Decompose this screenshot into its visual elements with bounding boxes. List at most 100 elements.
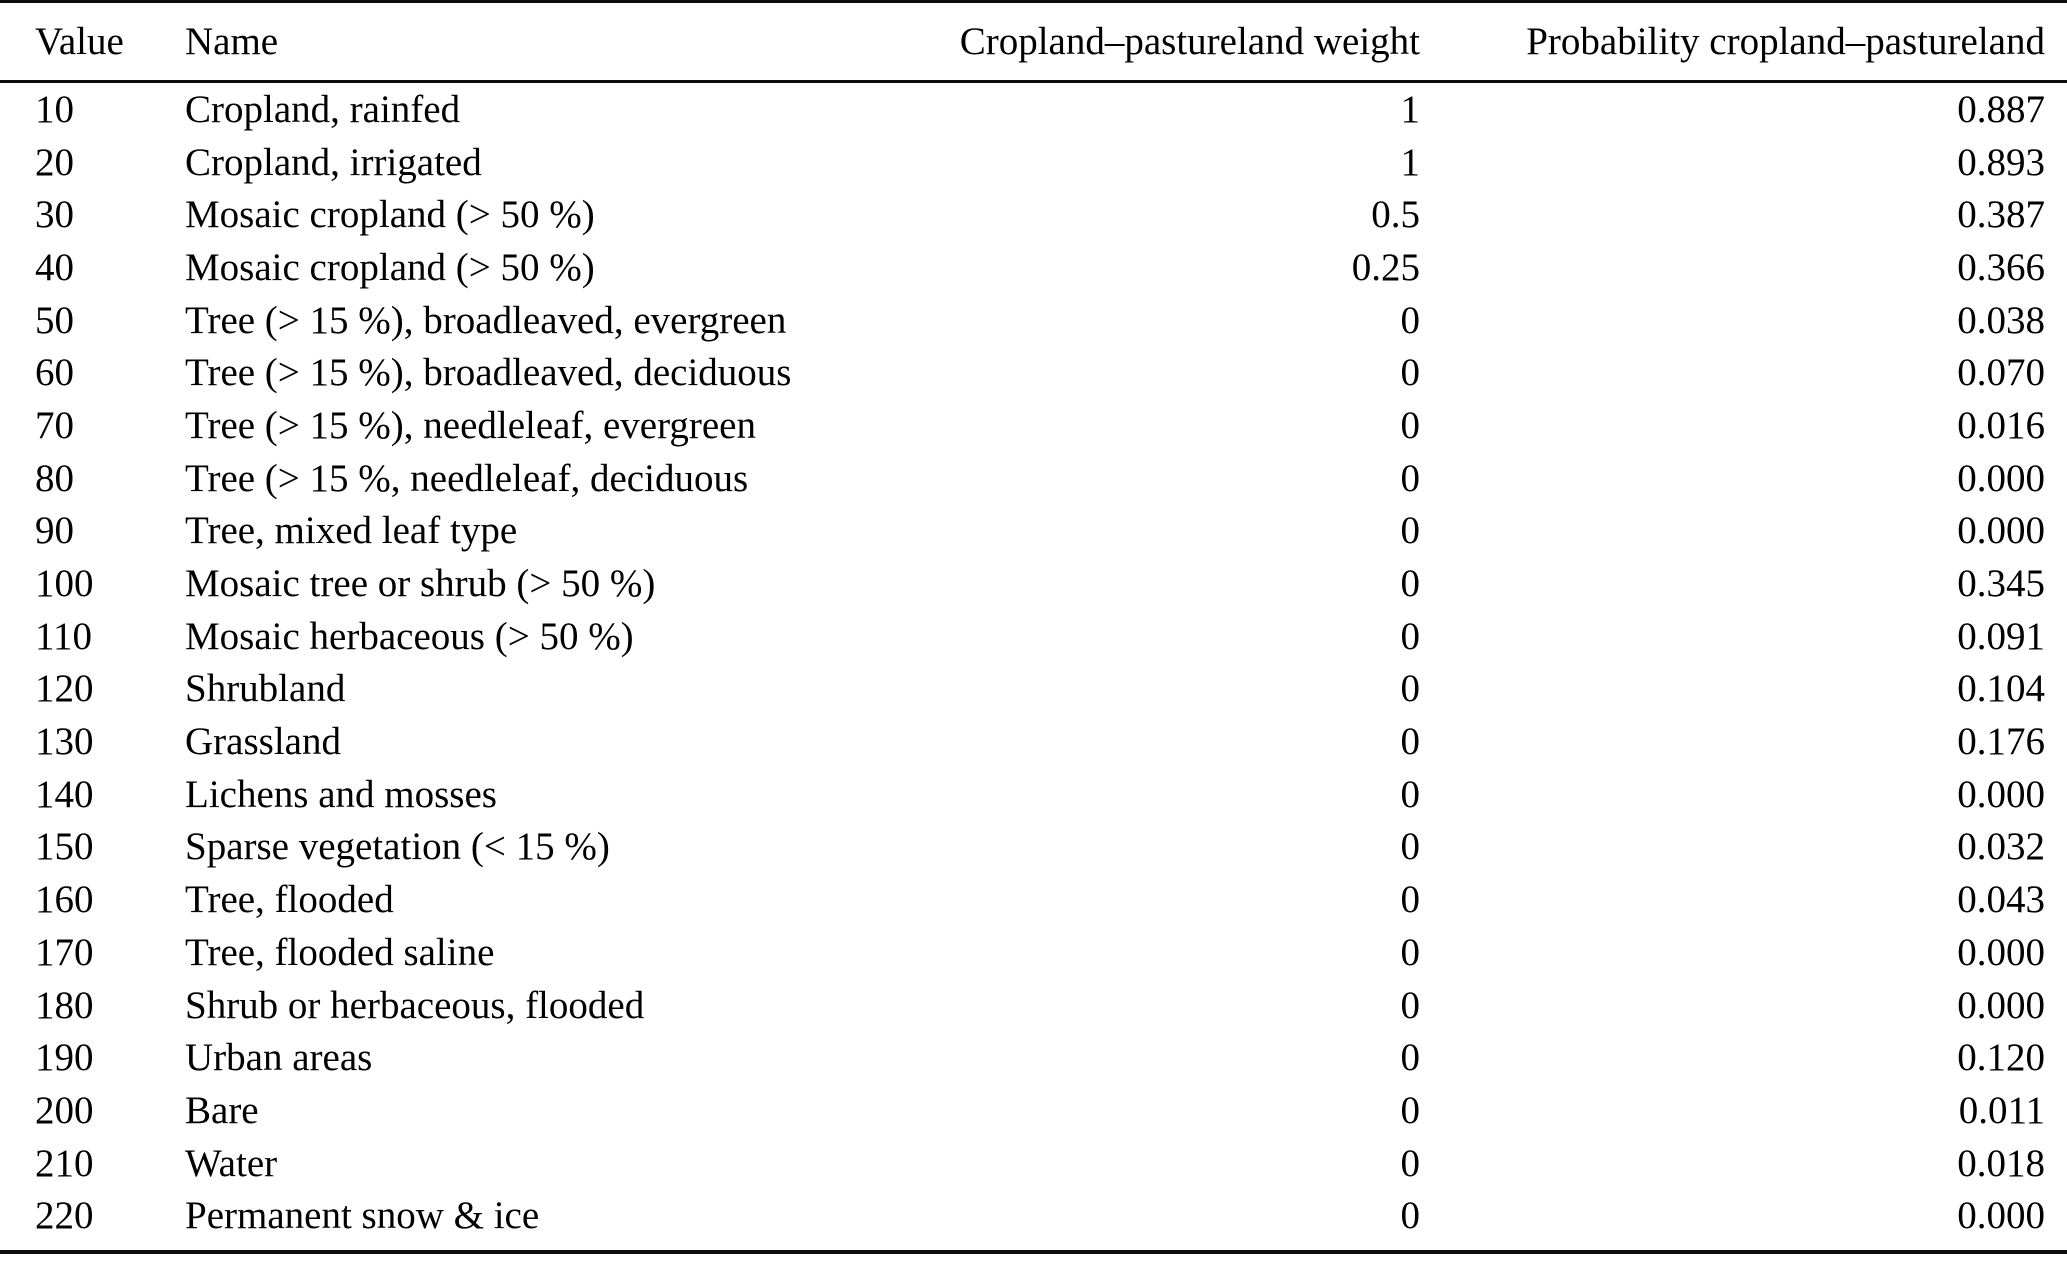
cell-value: 160 (35, 878, 94, 922)
cell-probability: 0.016 (1957, 403, 2045, 447)
table-row: 10 Cropland, rainfed 1 0.887 (0, 82, 2067, 136)
cell-probability: 0.070 (1957, 351, 2045, 395)
cell-probability: 0.000 (1957, 1194, 2045, 1238)
table-row: 50 Tree (> 15 %), broadleaved, evergreen… (0, 294, 2067, 347)
table-row: 170 Tree, flooded saline 0 0.000 (0, 926, 2067, 979)
cell-probability: 0.000 (1957, 456, 2045, 500)
cell-probability: 0.000 (1957, 983, 2045, 1027)
cell-weight: 0.5 (1371, 193, 1420, 237)
cell-probability: 0.032 (1957, 825, 2045, 869)
cell-value: 220 (35, 1194, 94, 1238)
cell-name: Tree (> 15 %, needleleaf, deciduous (185, 456, 749, 500)
cell-name: Tree (> 15 %), broadleaved, deciduous (185, 351, 792, 395)
cell-name: Tree (> 15 %), needleleaf, evergreen (185, 403, 756, 447)
cell-weight: 0.25 (1351, 245, 1420, 289)
table-bottom-rule (0, 1250, 2067, 1254)
cell-name: Mosaic herbaceous (> 50 %) (185, 614, 634, 658)
cell-probability: 0.176 (1957, 720, 2045, 764)
cell-weight: 0 (1400, 403, 1421, 447)
cell-value: 30 (35, 193, 74, 237)
cell-probability: 0.043 (1957, 878, 2045, 922)
cell-probability: 0.091 (1957, 614, 2045, 658)
table-row: 70 Tree (> 15 %), needleleaf, evergreen … (0, 399, 2067, 452)
cell-name: Mosaic cropland (> 50 %) (185, 245, 595, 289)
cell-value: 110 (35, 614, 93, 658)
table-row: 60 Tree (> 15 %), broadleaved, deciduous… (0, 346, 2067, 399)
cell-name: Mosaic tree or shrub (> 50 %) (185, 562, 656, 606)
cell-probability: 0.011 (1958, 1088, 2045, 1132)
table-row: 150 Sparse vegetation (< 15 %) 0 0.032 (0, 821, 2067, 874)
col-header-name: Name (185, 1, 885, 83)
table-row: 190 Urban areas 0 0.120 (0, 1031, 2067, 1084)
col-header-probability: Probability cropland–pastureland (1420, 1, 2067, 83)
table-row: 180 Shrub or herbaceous, flooded 0 0.000 (0, 979, 2067, 1032)
cell-value: 60 (35, 351, 74, 395)
cell-weight: 0 (1400, 1194, 1421, 1238)
cell-probability: 0.038 (1957, 298, 2045, 342)
cell-weight: 0 (1400, 983, 1421, 1027)
table-row: 160 Tree, flooded 0 0.043 (0, 873, 2067, 926)
cell-name: Lichens and mosses (185, 772, 497, 816)
cell-name: Bare (185, 1088, 259, 1132)
cell-value: 50 (35, 298, 74, 342)
table-row: 100 Mosaic tree or shrub (> 50 %) 0 0.34… (0, 557, 2067, 610)
cell-probability: 0.387 (1957, 193, 2045, 237)
cell-probability: 0.000 (1957, 930, 2045, 974)
cell-name: Tree, flooded saline (185, 930, 495, 974)
cell-value: 10 (35, 87, 74, 131)
cell-weight: 0 (1400, 298, 1421, 342)
cell-probability: 0.104 (1957, 667, 2045, 711)
cell-name: Mosaic cropland (> 50 %) (185, 193, 595, 237)
cell-name: Grassland (185, 720, 341, 764)
cell-value: 210 (35, 1141, 94, 1185)
cell-probability: 0.018 (1957, 1141, 2045, 1185)
cell-value: 190 (35, 1036, 94, 1080)
cell-name: Cropland, irrigated (185, 140, 482, 184)
cell-weight: 1 (1400, 140, 1421, 184)
table-row: 110 Mosaic herbaceous (> 50 %) 0 0.091 (0, 610, 2067, 663)
cell-value: 130 (35, 720, 94, 764)
cell-name: Water (185, 1141, 278, 1185)
cell-name: Shrub or herbaceous, flooded (185, 983, 645, 1027)
table-header: Value Name Cropland–pastureland weight P… (0, 1, 2067, 83)
table-row: 40 Mosaic cropland (> 50 %) 0.25 0.366 (0, 241, 2067, 294)
cell-weight: 0 (1400, 509, 1421, 553)
cell-value: 170 (35, 930, 94, 974)
cell-weight: 0 (1400, 772, 1421, 816)
cell-value: 150 (35, 825, 94, 869)
table-row: 80 Tree (> 15 %, needleleaf, deciduous 0… (0, 452, 2067, 505)
cell-weight: 0 (1400, 1036, 1421, 1080)
cell-probability: 0.893 (1957, 140, 2045, 184)
cell-probability: 0.366 (1957, 245, 2045, 289)
cell-probability: 0.120 (1957, 1036, 2045, 1080)
cell-name: Tree (> 15 %), broadleaved, evergreen (185, 298, 787, 342)
cell-weight: 1 (1400, 87, 1421, 131)
table-row: 220 Permanent snow & ice 0 0.000 (0, 1189, 2067, 1242)
cell-value: 20 (35, 140, 74, 184)
table-row: 210 Water 0 0.018 (0, 1137, 2067, 1190)
cell-name: Sparse vegetation (< 15 %) (185, 825, 610, 869)
cell-value: 70 (35, 403, 74, 447)
cell-value: 140 (35, 772, 94, 816)
table-header-row: Value Name Cropland–pastureland weight P… (0, 1, 2067, 83)
cell-value: 90 (35, 509, 74, 553)
table-body: 10 Cropland, rainfed 1 0.887 20 Cropland… (0, 82, 2067, 1243)
cell-value: 180 (35, 983, 94, 1027)
cell-probability: 0.887 (1957, 87, 2045, 131)
table-row: 90 Tree, mixed leaf type 0 0.000 (0, 505, 2067, 558)
cell-name: Tree, flooded (185, 878, 394, 922)
cell-probability: 0.000 (1957, 509, 2045, 553)
cell-weight: 0 (1400, 456, 1421, 500)
cell-weight: 0 (1400, 1088, 1421, 1132)
table-row: 140 Lichens and mosses 0 0.000 (0, 768, 2067, 821)
cell-value: 100 (35, 562, 94, 606)
cell-probability: 0.000 (1957, 772, 2045, 816)
cell-name: Tree, mixed leaf type (185, 509, 518, 553)
cell-weight: 0 (1400, 878, 1421, 922)
cell-name: Shrubland (185, 667, 346, 711)
cell-name: Permanent snow & ice (185, 1194, 540, 1238)
cell-value: 40 (35, 245, 74, 289)
cell-value: 200 (35, 1088, 94, 1132)
cell-name: Cropland, rainfed (185, 87, 461, 131)
